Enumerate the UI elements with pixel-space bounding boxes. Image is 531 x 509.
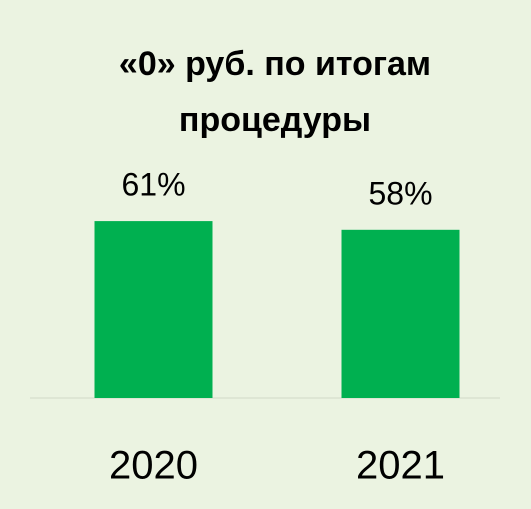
bar — [94, 221, 213, 398]
value-label: 61% — [121, 167, 185, 203]
value-label: 58% — [368, 175, 432, 211]
x-tick-label: 2021 — [356, 444, 445, 488]
chart-title: «0» руб. по итогам процедуры — [118, 45, 432, 139]
x-tick-label: 2020 — [109, 444, 198, 488]
bar — [341, 229, 460, 398]
